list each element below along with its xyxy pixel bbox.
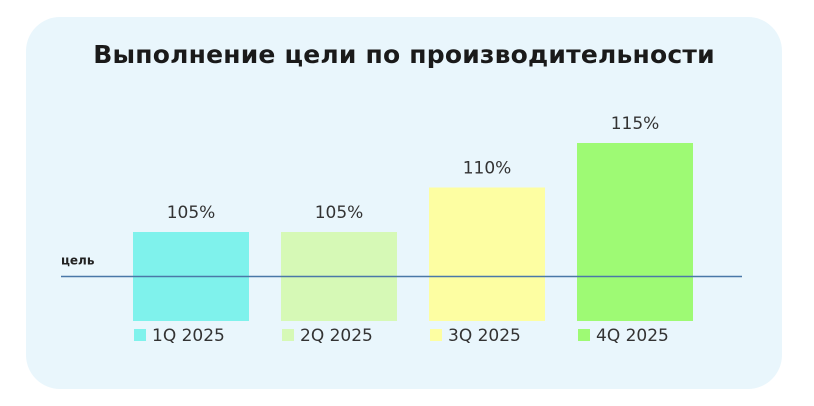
- legend-swatch-4: [578, 329, 590, 341]
- data-label-3: 110%: [463, 159, 512, 179]
- legend-swatch-3: [430, 329, 442, 341]
- legend-swatch-1: [134, 329, 146, 341]
- chart-title: Выполнение цели по производительности: [93, 40, 715, 69]
- data-label-2: 105%: [315, 203, 364, 223]
- legend-swatch-2: [282, 329, 294, 341]
- legend-label-3: 3Q 2025: [448, 326, 521, 346]
- legend-label-1: 1Q 2025: [152, 326, 225, 346]
- data-label-4: 115%: [611, 114, 660, 134]
- bar-3: [429, 187, 545, 321]
- legend-label-2: 2Q 2025: [300, 326, 373, 346]
- bar-4: [577, 143, 693, 321]
- goal-label: цель: [61, 254, 95, 268]
- data-label-1: 105%: [167, 203, 216, 223]
- legend-label-4: 4Q 2025: [596, 326, 669, 346]
